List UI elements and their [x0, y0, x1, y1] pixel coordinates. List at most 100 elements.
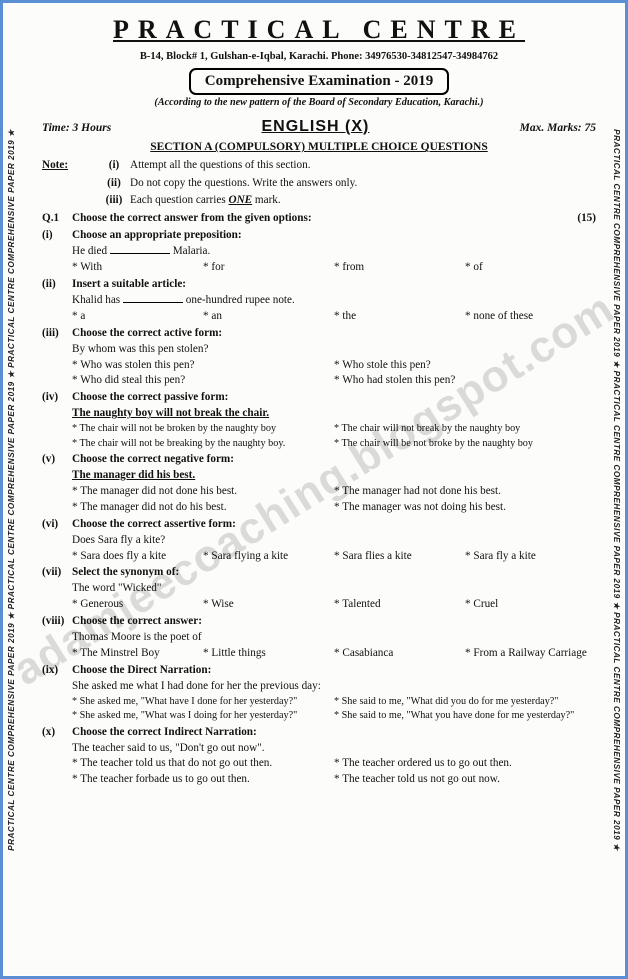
option: * Little things	[203, 646, 334, 662]
sub-question: (iv)Choose the correct passive form:The …	[42, 390, 596, 451]
sub-question: (viii)Choose the correct answer:Thomas M…	[42, 614, 596, 662]
sub-title: Select the synonym of:	[72, 565, 596, 581]
sub-title: Choose the correct Indirect Narration:	[72, 725, 596, 741]
options-row: * The teacher told us that do not go out…	[72, 756, 596, 788]
option: * The teacher ordered us to go out then.	[334, 756, 596, 772]
option: * Sara flies a kite	[334, 549, 465, 565]
sub-question: (v)Choose the correct negative form:The …	[42, 452, 596, 516]
subject-title: ENGLISH (X)	[111, 116, 519, 139]
sub-title: Choose the correct active form:	[72, 326, 596, 342]
option: * for	[203, 260, 334, 276]
page: PRACTICAL CENTRE COMPREHENSIVE PAPER 201…	[4, 4, 624, 975]
sub-line-underlined: The naughty boy will not break the chair…	[72, 406, 596, 422]
sub-question: (x)Choose the correct Indirect Narration…	[42, 725, 596, 789]
options-row: * The chair will not be broken by the na…	[72, 422, 596, 451]
note-num: (iii)	[98, 193, 130, 209]
sub-heading: (iii)Choose the correct active form:	[42, 326, 596, 342]
q1-heading: Q.1 Choose the correct answer from the g…	[42, 211, 596, 227]
sub-num: (ix)	[42, 663, 72, 679]
centre-title: PRACTICAL CENTRE	[42, 12, 596, 49]
blank-fill	[123, 293, 183, 303]
side-text-right: PRACTICAL CENTRE COMPREHENSIVE PAPER 201…	[610, 15, 622, 965]
sub-question: (ix)Choose the Direct Narration:She aske…	[42, 663, 596, 724]
option: * from	[334, 260, 465, 276]
sub-heading: (vii)Select the synonym of:	[42, 565, 596, 581]
sub-num: (v)	[42, 452, 72, 468]
option: * The manager did not done his best.	[72, 484, 334, 500]
sub-question: (vi)Choose the correct assertive form:Do…	[42, 517, 596, 565]
sub-line: The teacher said to us, "Don't go out no…	[72, 741, 596, 757]
sub-num: (i)	[42, 228, 72, 244]
sub-num: (viii)	[42, 614, 72, 630]
option: * Sara flying a kite	[203, 549, 334, 565]
sub-heading: (i)Choose an appropriate preposition:	[42, 228, 596, 244]
sub-heading: (ix)Choose the Direct Narration:	[42, 663, 596, 679]
option: * The chair will not break by the naught…	[334, 422, 596, 436]
exam-row: Comprehensive Examination - 2019	[42, 65, 596, 95]
pattern-note: (According to the new pattern of the Boa…	[42, 96, 596, 110]
note-text: Do not copy the questions. Write the ans…	[130, 176, 596, 192]
sub-num: (x)	[42, 725, 72, 741]
content: PRACTICAL CENTRE B-14, Block# 1, Gulshan…	[42, 12, 596, 788]
note-num: (ii)	[98, 176, 130, 192]
option: * of	[465, 260, 596, 276]
option: * She said to me, "What did you do for m…	[334, 695, 596, 709]
note-pre: Each question carries	[130, 194, 228, 206]
sub-title: Choose the correct passive form:	[72, 390, 596, 406]
option: * Who had stolen this pen?	[334, 373, 596, 389]
sub-line: Khalid has one-hundred rupee note.	[72, 293, 596, 309]
options-row: * The manager did not done his best.* Th…	[72, 484, 596, 516]
sub-question: (ii)Insert a suitable article:Khalid has…	[42, 277, 596, 325]
option: * Generous	[72, 597, 203, 613]
option: * The teacher forbade us to go out then.	[72, 772, 334, 788]
option: * The teacher told us not go out now.	[334, 772, 596, 788]
sub-question: (iii)Choose the correct active form:By w…	[42, 326, 596, 390]
note-text: Attempt all the questions of this sectio…	[130, 158, 596, 174]
option: * She asked me, "What have I done for he…	[72, 695, 334, 709]
option: * The chair will not be breaking by the …	[72, 437, 334, 451]
sub-title: Choose the Direct Narration:	[72, 663, 596, 679]
sub-title: Choose the correct negative form:	[72, 452, 596, 468]
blank-fill	[110, 244, 170, 254]
sub-title: Choose the correct answer:	[72, 614, 596, 630]
option: * With	[72, 260, 203, 276]
options-row: * Sara does fly a kite* Sara flying a ki…	[72, 549, 596, 565]
option: * Who did steal this pen?	[72, 373, 334, 389]
sub-heading: (v)Choose the correct negative form:	[42, 452, 596, 468]
sub-line: He died Malaria.	[72, 244, 596, 260]
option: * The chair will not be broken by the na…	[72, 422, 334, 436]
sub-heading: (iv)Choose the correct passive form:	[42, 390, 596, 406]
sub-line: Thomas Moore is the poet of	[72, 630, 596, 646]
sub-heading: (viii)Choose the correct answer:	[42, 614, 596, 630]
marks-label: Max. Marks: 75	[520, 120, 596, 136]
time-marks-row: Time: 3 Hours ENGLISH (X) Max. Marks: 75	[42, 116, 596, 139]
option: * She said to me, "What you have done fo…	[334, 709, 596, 723]
note-one: ONE	[228, 194, 252, 206]
questions-container: (i)Choose an appropriate preposition:He …	[42, 228, 596, 788]
option: * Who was stolen this pen?	[72, 358, 334, 374]
option: * The chair will be not broke by the nau…	[334, 437, 596, 451]
note-row-1: Note: (i) Attempt all the questions of t…	[42, 158, 596, 174]
section-a-heading: SECTION A (COMPULSORY) MULTIPLE CHOICE Q…	[42, 139, 596, 155]
option: * Wise	[203, 597, 334, 613]
sub-question: (vii)Select the synonym of:The word "Wic…	[42, 565, 596, 613]
note-num: (i)	[98, 158, 130, 174]
option: * Cruel	[465, 597, 596, 613]
option: * Casabianca	[334, 646, 465, 662]
option: * none of these	[465, 309, 596, 325]
options-row: * The Minstrel Boy* Little things* Casab…	[72, 646, 596, 662]
options-row: * She asked me, "What have I done for he…	[72, 695, 596, 724]
sub-line: Does Sara fly a kite?	[72, 533, 596, 549]
options-row: * Who was stolen this pen?* Who stole th…	[72, 358, 596, 390]
option: * The teacher told us that do not go out…	[72, 756, 334, 772]
note-row-2: (ii) Do not copy the questions. Write th…	[42, 176, 596, 192]
side-text-left: PRACTICAL CENTRE COMPREHENSIVE PAPER 201…	[6, 15, 18, 965]
q1-num: Q.1	[42, 211, 72, 227]
exam-box: Comprehensive Examination - 2019	[189, 68, 449, 95]
option: * From a Railway Carriage	[465, 646, 596, 662]
page-border: PRACTICAL CENTRE COMPREHENSIVE PAPER 201…	[0, 0, 628, 979]
sub-heading: (ii)Insert a suitable article:	[42, 277, 596, 293]
sub-line-underlined: The manager did his best.	[72, 468, 596, 484]
sub-line: She asked me what I had done for her the…	[72, 679, 596, 695]
sub-title: Choose the correct assertive form:	[72, 517, 596, 533]
